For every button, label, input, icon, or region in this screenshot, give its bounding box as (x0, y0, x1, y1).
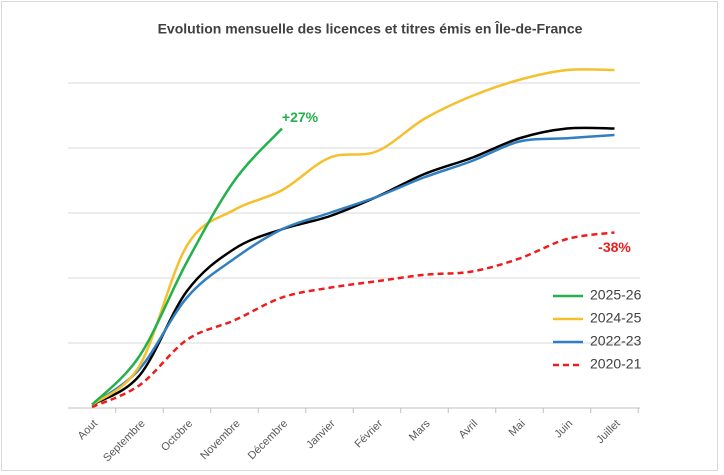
series-line (91, 68, 615, 406)
legend-label: 2024-25 (590, 310, 642, 326)
legend-label: 2022-23 (590, 333, 642, 349)
chart-frame (1, 1, 718, 471)
series-annotation: -38% (598, 239, 631, 255)
series-annotation: +27% (282, 109, 319, 125)
series-line (91, 231, 615, 409)
series-line (91, 127, 283, 406)
legend-label: 2025-26 (590, 287, 642, 303)
series-line (91, 126, 615, 406)
legend-label: 2020-21 (590, 356, 642, 372)
chart-title: Evolution mensuelle des licences et titr… (158, 20, 583, 37)
series-line (91, 133, 615, 406)
